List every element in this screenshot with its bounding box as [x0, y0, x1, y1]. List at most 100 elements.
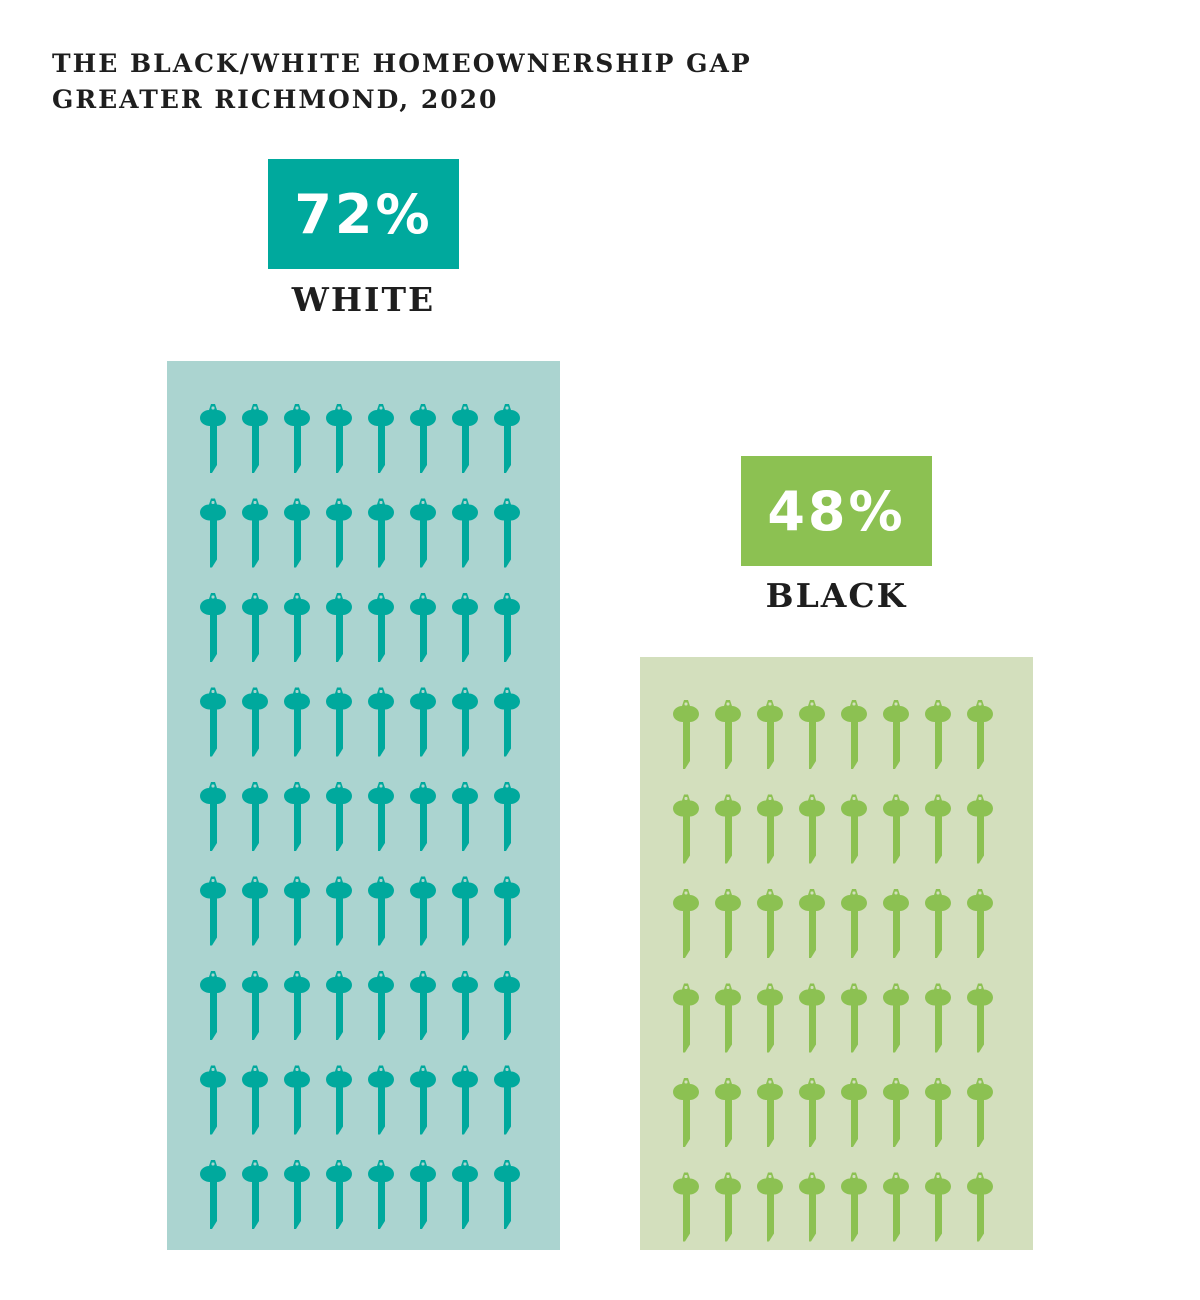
black-category-label: BLACK: [765, 576, 908, 615]
key-icon: [494, 498, 520, 568]
key-icon: [967, 1078, 993, 1147]
key-icon: [200, 971, 226, 1040]
key-icon: [494, 404, 520, 473]
black-value-badge: 48%: [741, 456, 932, 566]
key-icon: [494, 1065, 520, 1135]
key-icon: [883, 1172, 909, 1242]
key-icon: [799, 1172, 825, 1242]
key-icon: [452, 1160, 478, 1229]
key-icon: [326, 971, 352, 1040]
key-icon: [925, 1078, 951, 1147]
key-icon: [200, 593, 226, 662]
key-icon: [368, 404, 394, 473]
key-icon: [410, 593, 436, 662]
white-key-panel: [167, 361, 560, 1250]
key-icon: [841, 889, 867, 958]
key-icon: [452, 971, 478, 1040]
key-icon: [368, 687, 394, 757]
key-icon: [494, 876, 520, 946]
key-icon: [494, 687, 520, 757]
key-icon: [967, 700, 993, 769]
key-icon: [284, 876, 310, 946]
key-icon: [757, 1078, 783, 1147]
key-icon: [200, 498, 226, 568]
key-icon: [368, 971, 394, 1040]
key-icon: [967, 794, 993, 864]
key-icon: [410, 498, 436, 568]
key-icon: [452, 498, 478, 568]
key-icon: [452, 404, 478, 473]
key-icon: [368, 498, 394, 568]
key-icon: [326, 593, 352, 662]
key-icon: [326, 876, 352, 946]
key-icon: [757, 700, 783, 769]
key-icon: [883, 889, 909, 958]
key-icon: [925, 794, 951, 864]
black-key-panel: [640, 657, 1033, 1250]
key-icon: [494, 971, 520, 1040]
key-icon: [326, 1160, 352, 1229]
key-icon: [200, 1160, 226, 1229]
key-icon: [200, 782, 226, 851]
key-icon: [452, 687, 478, 757]
black-key-grid: [673, 700, 993, 1242]
key-icon: [410, 1160, 436, 1229]
key-icon: [799, 700, 825, 769]
key-icon: [799, 794, 825, 864]
key-icon: [799, 889, 825, 958]
key-icon: [242, 782, 268, 851]
key-icon: [494, 782, 520, 851]
key-icon: [242, 876, 268, 946]
key-icon: [673, 1078, 699, 1147]
key-icon: [410, 687, 436, 757]
key-icon: [673, 794, 699, 864]
key-icon: [326, 1065, 352, 1135]
chart-subtitle: GREATER RICHMOND, 2020: [52, 85, 499, 114]
white-category-label: WHITE: [291, 280, 436, 319]
key-icon: [673, 983, 699, 1053]
key-icon: [452, 876, 478, 946]
key-icon: [715, 1172, 741, 1242]
key-icon: [967, 889, 993, 958]
key-icon: [925, 1172, 951, 1242]
key-icon: [284, 498, 310, 568]
key-icon: [284, 404, 310, 473]
key-icon: [757, 1172, 783, 1242]
key-icon: [242, 404, 268, 473]
key-icon: [200, 1065, 226, 1135]
key-icon: [925, 983, 951, 1053]
key-icon: [757, 983, 783, 1053]
key-icon: [925, 700, 951, 769]
key-icon: [883, 1078, 909, 1147]
key-icon: [757, 889, 783, 958]
key-icon: [715, 1078, 741, 1147]
key-icon: [967, 983, 993, 1053]
key-icon: [326, 498, 352, 568]
key-icon: [410, 971, 436, 1040]
key-icon: [799, 983, 825, 1053]
key-icon: [494, 593, 520, 662]
key-icon: [757, 794, 783, 864]
key-icon: [452, 1065, 478, 1135]
key-icon: [799, 1078, 825, 1147]
key-icon: [326, 404, 352, 473]
key-icon: [673, 889, 699, 958]
key-icon: [368, 593, 394, 662]
key-icon: [967, 1172, 993, 1242]
key-icon: [841, 1078, 867, 1147]
key-icon: [410, 1065, 436, 1135]
key-icon: [368, 1065, 394, 1135]
white-key-grid: [200, 404, 520, 1229]
key-icon: [925, 889, 951, 958]
key-icon: [410, 876, 436, 946]
key-icon: [284, 687, 310, 757]
key-icon: [410, 404, 436, 473]
key-icon: [368, 782, 394, 851]
key-icon: [452, 782, 478, 851]
key-icon: [841, 1172, 867, 1242]
key-icon: [242, 593, 268, 662]
key-icon: [715, 889, 741, 958]
key-icon: [200, 404, 226, 473]
key-icon: [242, 498, 268, 568]
key-icon: [242, 971, 268, 1040]
